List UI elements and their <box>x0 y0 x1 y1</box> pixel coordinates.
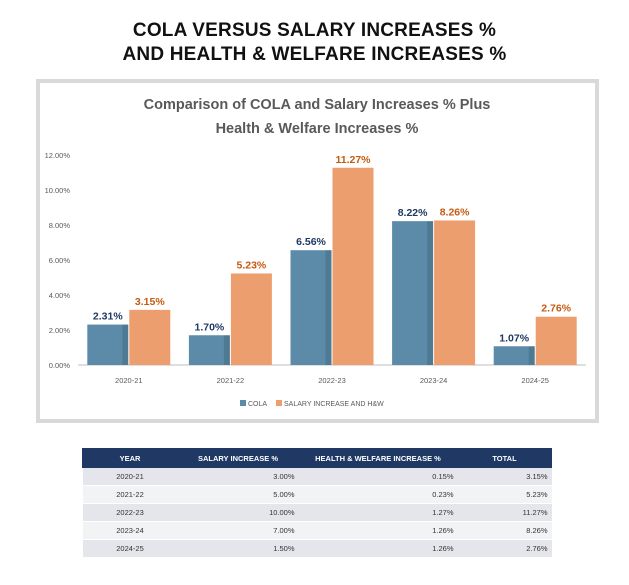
table-cell-salary: 1.50% <box>177 539 299 558</box>
table-header-salary: SALARY INCREASE % <box>177 448 299 468</box>
data-label: 1.70% <box>195 321 225 333</box>
table-cell-hw: 1.26% <box>298 539 458 558</box>
chart-title-line-2: Health & Welfare Increases % <box>216 121 419 137</box>
bar-salary <box>230 273 272 365</box>
x-tick-label: 2023-24 <box>420 376 448 385</box>
bar-salary <box>434 220 476 365</box>
table-cell-salary: 7.00% <box>177 521 299 540</box>
table-cell-total: 5.23% <box>457 485 552 504</box>
table-row: 2022-23 10.00% 1.27% 11.27% <box>82 503 552 522</box>
y-tick-label: 6.00% <box>49 256 71 265</box>
legend-label-salary: SALARY INCREASE AND H&W <box>284 401 384 408</box>
table-row: 2021-22 5.00% 0.23% 5.23% <box>82 485 552 504</box>
y-tick-label: 8.00% <box>49 221 71 230</box>
x-tick-label: 2022-23 <box>318 376 346 385</box>
bar-cola <box>188 335 230 365</box>
table-row: 2020-21 3.00% 0.15% 3.15% <box>82 467 552 486</box>
bar-cola <box>87 324 129 365</box>
page-title-line-2: AND HEALTH & WELFARE INCREASES % <box>122 44 507 65</box>
table-cell-hw: 0.15% <box>298 467 458 486</box>
bar-cola-shade <box>427 221 434 365</box>
table-cell-year: 2021-22 <box>82 485 178 504</box>
table-cell-total: 2.76% <box>457 539 552 558</box>
data-label: 8.22% <box>398 207 428 219</box>
bar-cola <box>392 221 434 365</box>
bar-cola-shade <box>325 250 332 365</box>
table-header-total: TOTAL <box>457 448 552 468</box>
bar-salary <box>332 167 374 365</box>
table-cell-total: 3.15% <box>457 467 552 486</box>
x-tick-label: 2020-21 <box>115 376 143 385</box>
table-cell-hw: 0.23% <box>298 485 458 504</box>
bar-cola-shade <box>122 324 129 365</box>
x-tick-label: 2021-22 <box>217 376 245 385</box>
bar-salary <box>129 309 171 365</box>
bar-cola <box>290 250 332 365</box>
data-label: 11.27% <box>335 154 371 166</box>
table-cell-hw: 1.27% <box>298 503 458 522</box>
table-cell-salary: 5.00% <box>177 485 299 504</box>
table-row: 2023-24 7.00% 1.26% 8.26% <box>82 521 552 540</box>
table-cell-year: 2023-24 <box>82 521 178 540</box>
data-label: 6.56% <box>296 236 326 248</box>
summary-table: YEAR SALARY INCREASE % HEALTH & WELFARE … <box>82 448 552 558</box>
x-tick-label: 2024-25 <box>521 376 549 385</box>
y-tick-label: 10.00% <box>45 186 71 195</box>
chart-frame: Comparison of COLA and Salary Increases … <box>36 79 599 423</box>
bar-cola-shade <box>528 346 535 365</box>
y-tick-label: 0.00% <box>49 361 71 370</box>
table-header-year: YEAR <box>82 448 178 468</box>
table-cell-hw: 1.26% <box>298 521 458 540</box>
data-label: 3.15% <box>135 296 165 308</box>
y-tick-label: 2.00% <box>49 326 71 335</box>
table-cell-total: 8.26% <box>457 521 552 540</box>
legend-swatch-salary <box>276 400 282 406</box>
legend-label-cola: COLA <box>248 401 267 408</box>
chart-title-line-1: Comparison of COLA and Salary Increases … <box>144 97 491 113</box>
bar-cola <box>493 346 535 365</box>
data-label: 1.07% <box>499 332 529 344</box>
data-label: 5.23% <box>237 259 267 271</box>
table-cell-salary: 10.00% <box>177 503 299 522</box>
bar-cola-shade <box>223 335 230 365</box>
page-title-line-1: COLA VERSUS SALARY INCREASES % <box>132 20 497 41</box>
bar-salary <box>535 316 577 365</box>
table-cell-total: 11.27% <box>457 503 552 522</box>
table-cell-year: 2022-23 <box>82 503 178 522</box>
data-label: 2.76% <box>541 303 571 315</box>
y-tick-label: 4.00% <box>49 291 71 300</box>
table-cell-salary: 3.00% <box>177 467 299 486</box>
table-cell-year: 2020-21 <box>82 467 178 486</box>
data-label: 2.31% <box>93 311 123 323</box>
table-cell-year: 2024-25 <box>82 539 178 558</box>
table-header-row: YEAR SALARY INCREASE % HEALTH & WELFARE … <box>82 448 552 468</box>
table-header-hw: HEALTH & WELFARE INCREASE % <box>298 448 458 468</box>
legend-swatch-cola <box>240 400 246 406</box>
y-tick-label: 12.00% <box>45 151 71 160</box>
bar-chart: Comparison of COLA and Salary Increases … <box>45 97 586 408</box>
data-label: 8.26% <box>440 206 470 218</box>
table-row: 2024-25 1.50% 1.26% 2.76% <box>82 539 552 558</box>
